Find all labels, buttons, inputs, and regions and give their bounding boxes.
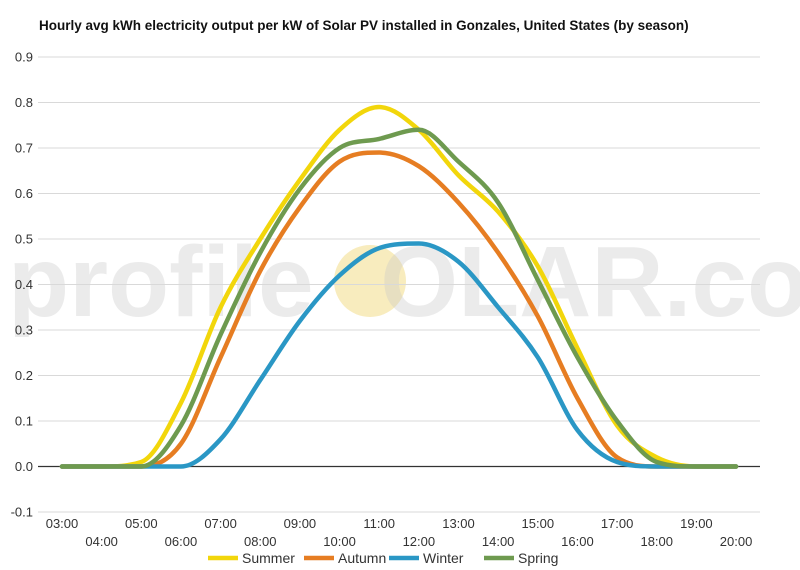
x-tick-label: 11:00 (363, 516, 395, 531)
x-tick-label: 05:00 (125, 516, 158, 531)
watermark-text-sun-letter: S (314, 226, 381, 338)
y-tick-label: 0.0 (15, 459, 33, 474)
x-tick-label: 17:00 (601, 516, 634, 531)
x-tick-label: 14:00 (482, 534, 515, 549)
x-tick-label: 12:00 (403, 534, 436, 549)
legend-label-spring: Spring (518, 550, 558, 566)
series-line-autumn (59, 150, 739, 469)
x-tick-label: 03:00 (46, 516, 79, 531)
y-tick-label: 0.4 (15, 277, 33, 292)
x-tick-label: 16:00 (561, 534, 594, 549)
chart-title: Hourly avg kWh electricity output per kW… (39, 18, 689, 33)
y-tick-label: 0.6 (15, 186, 33, 201)
legend-label-winter: Winter (423, 550, 464, 566)
x-tick-label: 07:00 (204, 516, 237, 531)
legend: Summer Autumn Winter Spring (208, 550, 558, 566)
x-axis-ticks: 03:00 04:00 05:00 06:00 07:00 08:00 09:00 10:00… (46, 516, 753, 549)
x-tick-label: 13:00 (442, 516, 475, 531)
y-tick-label: 0.8 (15, 95, 33, 110)
x-tick-label: 09:00 (284, 516, 317, 531)
x-tick-label: 19:00 (680, 516, 713, 531)
y-tick-label: -0.1 (11, 505, 33, 520)
y-tick-label: 0.1 (15, 414, 33, 429)
legend-label-autumn: Autumn (338, 550, 386, 566)
series-line-spring (59, 127, 739, 469)
x-tick-label: 06:00 (165, 534, 198, 549)
grid (38, 56, 760, 513)
series-line-summer (59, 104, 739, 469)
series-line-winter (59, 241, 739, 469)
x-tick-label: 08:00 (244, 534, 277, 549)
x-tick-label: 15:00 (522, 516, 555, 531)
y-tick-label: 0.7 (15, 141, 33, 156)
y-tick-label: 0.2 (15, 368, 33, 383)
legend-label-summer: Summer (242, 550, 295, 566)
y-tick-label: 0.5 (15, 232, 33, 247)
watermark-text-after: OLAR.com (380, 226, 800, 338)
series-lines (59, 104, 739, 469)
x-tick-label: 10:00 (323, 534, 356, 549)
x-tick-label: 20:00 (720, 534, 753, 549)
y-tick-label: 0.3 (15, 323, 33, 338)
x-tick-label: 18:00 (640, 534, 673, 549)
x-tick-label: 04:00 (85, 534, 118, 549)
y-axis-ticks: -0.1 0.0 0.1 0.2 0.3 0.4 0.5 0.6 0.7 0.8 0.9 (11, 50, 33, 520)
y-tick-label: 0.9 (15, 50, 33, 65)
